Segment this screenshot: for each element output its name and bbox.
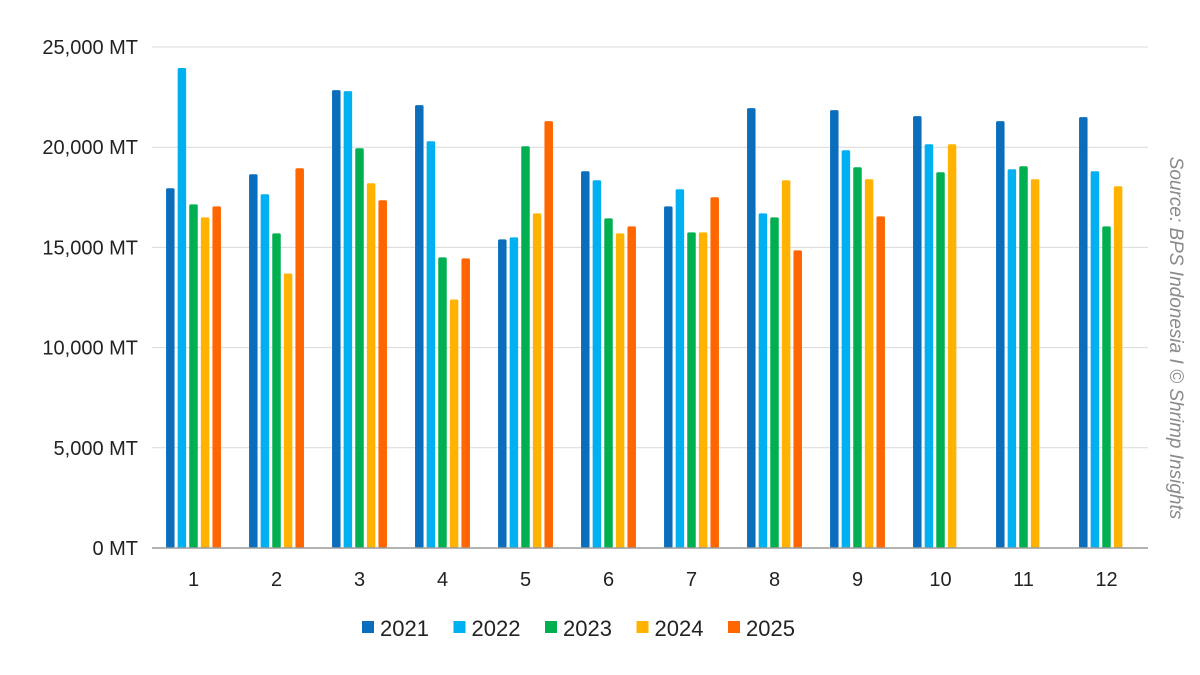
bar-2024-2 bbox=[283, 273, 293, 548]
bar-2022-6 bbox=[592, 180, 602, 549]
bar-2024-6 bbox=[615, 233, 625, 548]
bar-2024-4 bbox=[449, 299, 459, 548]
bar-2024-8 bbox=[781, 180, 791, 549]
legend-label-2023: 2023 bbox=[563, 616, 612, 641]
bar-2025-9 bbox=[876, 216, 885, 548]
bar-2023-2 bbox=[272, 233, 281, 548]
bar-2022-12 bbox=[1090, 171, 1100, 549]
bar-2025-8 bbox=[793, 250, 802, 548]
bar-2024-5 bbox=[532, 213, 542, 548]
bar-2021-11 bbox=[996, 121, 1005, 548]
bar-2023-10 bbox=[936, 172, 945, 548]
bar-2024-11 bbox=[1030, 179, 1040, 548]
bar-2025-4 bbox=[461, 258, 470, 548]
bar-2025-5 bbox=[544, 121, 553, 548]
bar-2024-1 bbox=[200, 217, 210, 548]
legend-label-2025: 2025 bbox=[746, 616, 795, 641]
legend-swatch-2024 bbox=[636, 621, 649, 633]
legend-label-2021: 2021 bbox=[380, 616, 429, 641]
bar-2025-2 bbox=[295, 168, 304, 548]
bar-2022-7 bbox=[675, 189, 685, 548]
x-axis-ticks: 1 2 3 4 5 6 7 8 9 10 11 12 bbox=[188, 569, 1118, 591]
bar-2024-10 bbox=[947, 144, 957, 548]
bar-2023-8 bbox=[770, 217, 779, 548]
bar-2021-3 bbox=[332, 90, 341, 548]
y-tick-label: 15,000 MT bbox=[42, 237, 138, 259]
y-tick-label: 20,000 MT bbox=[42, 137, 138, 159]
legend-label-2022: 2022 bbox=[472, 616, 521, 641]
legend-swatch-2021 bbox=[362, 621, 374, 633]
bar-2021-9 bbox=[830, 110, 839, 548]
bar-2023-12 bbox=[1102, 226, 1111, 548]
bar-2022-11 bbox=[1007, 169, 1017, 548]
bar-2021-5 bbox=[498, 239, 507, 548]
x-tick-label: 7 bbox=[686, 569, 697, 591]
bar-2022-10 bbox=[924, 144, 934, 548]
bar-2023-9 bbox=[853, 167, 862, 549]
x-tick-label: 8 bbox=[769, 569, 780, 591]
bar-2024-12 bbox=[1113, 186, 1123, 548]
bar-2021-2 bbox=[249, 174, 258, 548]
x-tick-label: 9 bbox=[852, 569, 863, 591]
bar-2021-12 bbox=[1079, 117, 1088, 548]
bar-2022-1 bbox=[177, 68, 187, 549]
y-tick-label: 0 MT bbox=[92, 538, 138, 560]
bar-2022-5 bbox=[509, 237, 519, 548]
bar-2024-3 bbox=[366, 183, 376, 548]
x-tick-label: 10 bbox=[929, 569, 951, 591]
x-tick-label: 12 bbox=[1095, 569, 1117, 591]
bar-2022-4 bbox=[426, 141, 436, 549]
bar-2024-9 bbox=[864, 179, 874, 548]
bar-2025-1 bbox=[212, 206, 221, 548]
y-tick-label: 10,000 MT bbox=[42, 338, 138, 360]
bar-2023-4 bbox=[438, 257, 447, 548]
x-tick-label: 6 bbox=[603, 569, 614, 591]
x-tick-label: 11 bbox=[1013, 569, 1034, 591]
bar-2025-7 bbox=[710, 197, 719, 549]
x-tick-label: 3 bbox=[354, 569, 365, 591]
bar-2021-4 bbox=[415, 105, 424, 548]
bar-2023-6 bbox=[604, 218, 613, 549]
bar-2023-5 bbox=[521, 146, 530, 548]
legend-swatch-2025 bbox=[728, 621, 740, 633]
bars bbox=[166, 68, 1123, 549]
bar-2023-3 bbox=[355, 148, 364, 548]
x-tick-label: 5 bbox=[520, 569, 531, 591]
bar-2021-7 bbox=[664, 206, 673, 548]
y-tick-label: 5,000 MT bbox=[54, 438, 138, 460]
bar-2022-9 bbox=[841, 150, 851, 548]
bar-2021-6 bbox=[581, 171, 590, 549]
bar-2023-7 bbox=[687, 232, 696, 548]
legend-swatch-2023 bbox=[545, 621, 557, 633]
bar-2025-6 bbox=[627, 226, 636, 548]
bar-2021-1 bbox=[166, 188, 175, 549]
bar-2022-8 bbox=[758, 213, 768, 548]
y-tick-label: 25,000 MT bbox=[42, 37, 138, 59]
legend-swatch-2022 bbox=[453, 621, 466, 633]
bar-2023-11 bbox=[1019, 166, 1028, 548]
x-tick-label: 4 bbox=[437, 569, 448, 591]
bar-2021-8 bbox=[747, 108, 756, 548]
bar-2025-3 bbox=[378, 200, 387, 548]
bar-2023-1 bbox=[189, 204, 198, 548]
y-axis-ticks: 0 MT 5,000 MT 10,000 MT 15,000 MT 20,000 MT 2… bbox=[42, 37, 138, 560]
bar-2022-3 bbox=[343, 91, 353, 548]
gridlines bbox=[152, 46, 1148, 449]
source-annotation: Source: BPS Indonesia I © Shrimp Insight… bbox=[1165, 157, 1186, 520]
legend-label-2024: 2024 bbox=[655, 616, 704, 641]
x-tick-label: 2 bbox=[271, 569, 282, 591]
bar-2021-10 bbox=[913, 116, 922, 548]
bar-2022-2 bbox=[260, 194, 270, 548]
bar-2024-7 bbox=[698, 232, 708, 548]
legend: 2021 2022 2023 2024 2025 bbox=[362, 616, 795, 641]
x-tick-label: 1 bbox=[188, 569, 199, 591]
